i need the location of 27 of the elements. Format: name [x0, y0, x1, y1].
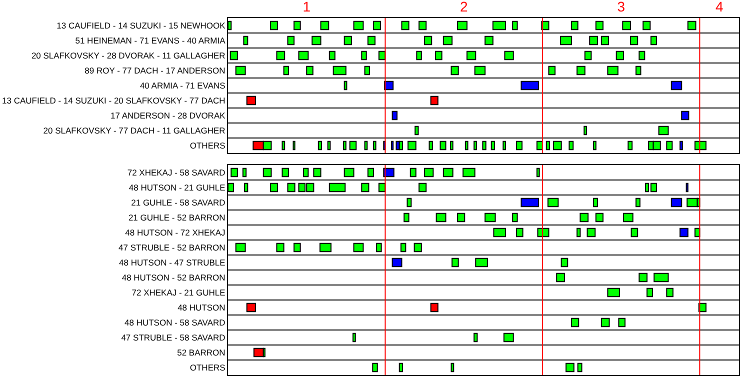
- y-tick-label: 17 ANDERSON - 28 DVORAK: [110, 110, 226, 120]
- y-tick-label: 89 ROY - 77 DACH - 17 ANDERSON: [84, 65, 226, 76]
- x-tick-label: 3: [617, 0, 626, 14]
- x-tick-label: 4: [715, 0, 724, 14]
- y-tick-label: 21 GUHLE - 58 SAVARD: [131, 197, 226, 208]
- y-tick-label: 48 HUTSON - 47 STRUBLE: [119, 257, 226, 268]
- y-tick-label: OTHERS: [190, 140, 226, 150]
- y-tick-label: 20 SLAFKOVSKY - 77 DACH - 11 GALLAGHER: [43, 125, 226, 136]
- y-tick-label: 47 STRUBLE - 52 BARRON: [118, 242, 226, 252]
- y-tick-label: 51 HEINEMAN - 71 EVANS - 40 ARMIA: [75, 35, 226, 46]
- y-tick-label: 13 CAUFIELD - 14 SUZUKI - 15 NEWHOOK: [56, 20, 226, 30]
- y-tick-label: 52 BARRON: [177, 347, 226, 358]
- y-tick-label: 72 XHEKAJ - 21 GUHLE: [132, 287, 226, 298]
- y-tick-label: 40 ARMIA - 71 EVANS: [140, 80, 226, 90]
- x-tick-label: 1: [302, 0, 311, 14]
- x-tick-label: 2: [460, 0, 468, 14]
- y-tick-label: 48 HUTSON - 58 SAVARD: [124, 317, 226, 328]
- y-tick-label: 20 SLAFKOVSKY - 28 DVORAK - 11 GALLAGHER: [31, 50, 226, 60]
- y-tick-label: 48 HUTSON - 72 XHEKAJ: [125, 227, 226, 238]
- y-tick-label: 48 HUTSON: [178, 302, 226, 312]
- y-tick-label: 47 STRUBLE - 58 SAVARD: [121, 332, 226, 342]
- y-tick-label: 21 GUHLE - 52 BARRON: [128, 212, 226, 222]
- y-tick-label: 48 HUTSON - 52 BARRON: [122, 272, 226, 282]
- y-tick-label: 72 XHEKAJ - 58 SAVARD: [127, 167, 226, 178]
- y-tick-label: OTHERS: [190, 362, 226, 372]
- y-tick-label: 13 CAUFIELD - 14 SUZUKI - 20 SLAFKOVSKY - 77 DACH: [2, 95, 226, 106]
- y-tick-label: 48 HUTSON - 21 GUHLE: [128, 182, 226, 192]
